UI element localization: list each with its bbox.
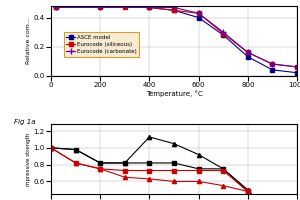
Black1	[49, 147, 53, 149]
Line: Black1: Black1	[49, 135, 274, 200]
Red1	[221, 169, 225, 172]
Eurocode (siliceous)	[221, 32, 225, 35]
Eurocode (carbonate)	[98, 6, 102, 9]
Red2	[98, 168, 102, 170]
ASCE model	[246, 56, 250, 58]
Black1	[148, 136, 151, 138]
Black1	[221, 168, 225, 170]
Eurocode (carbonate)	[54, 6, 58, 9]
ASCE model	[221, 34, 225, 36]
Eurocode (carbonate)	[197, 12, 200, 14]
Black2	[246, 190, 250, 193]
Black1	[246, 189, 250, 191]
Eurocode (carbonate)	[221, 31, 225, 33]
Red1	[98, 168, 102, 170]
Red2	[123, 176, 127, 178]
Black1	[98, 162, 102, 164]
Black2	[74, 148, 77, 151]
Red1	[197, 169, 200, 172]
ASCE model	[172, 9, 176, 12]
X-axis label: Temperature, °C: Temperature, °C	[146, 91, 202, 97]
Text: Fig 1a: Fig 1a	[14, 119, 36, 125]
Red1	[49, 147, 53, 149]
Y-axis label: mpressive strength: mpressive strength	[26, 133, 31, 186]
Red1	[123, 169, 127, 172]
Y-axis label: Relative com…: Relative com…	[26, 17, 31, 64]
Black2	[98, 162, 102, 164]
Red1	[148, 169, 151, 172]
Red1	[74, 162, 77, 164]
Red2	[246, 190, 250, 193]
Eurocode (siliceous)	[98, 6, 102, 9]
Black2	[221, 168, 225, 170]
Red1	[246, 190, 250, 193]
Eurocode (siliceous)	[246, 51, 250, 54]
Eurocode (siliceous)	[123, 6, 127, 9]
Eurocode (carbonate)	[295, 66, 299, 68]
Red2	[148, 178, 151, 180]
Black1	[123, 162, 127, 164]
ASCE model	[197, 16, 200, 19]
Black2	[197, 168, 200, 170]
ASCE model	[295, 72, 299, 74]
Black2	[148, 162, 151, 164]
Eurocode (siliceous)	[54, 6, 58, 9]
Eurocode (siliceous)	[172, 9, 176, 12]
Black2	[172, 162, 176, 164]
Line: Eurocode (carbonate): Eurocode (carbonate)	[53, 5, 300, 70]
Black1	[74, 148, 77, 151]
Legend: ASCE model, Eurocode (siliceous), Eurocode (carbonate): ASCE model, Eurocode (siliceous), Euroco…	[64, 32, 140, 57]
Red2	[197, 180, 200, 183]
Eurocode (siliceous)	[148, 6, 151, 9]
ASCE model	[54, 6, 58, 9]
Eurocode (carbonate)	[172, 6, 176, 9]
ASCE model	[148, 6, 151, 9]
Red2	[221, 184, 225, 187]
Line: Red2: Red2	[49, 146, 274, 200]
Black1	[197, 153, 200, 156]
Eurocode (carbonate)	[148, 6, 151, 9]
Black1	[172, 142, 176, 145]
Eurocode (carbonate)	[246, 51, 250, 54]
Eurocode (siliceous)	[271, 63, 274, 65]
ASCE model	[271, 69, 274, 71]
Line: Red1: Red1	[49, 146, 274, 200]
Line: Eurocode (siliceous): Eurocode (siliceous)	[54, 5, 299, 69]
Line: ASCE model: ASCE model	[54, 5, 299, 75]
Eurocode (carbonate)	[271, 63, 274, 65]
Eurocode (siliceous)	[197, 12, 200, 14]
Red2	[172, 180, 176, 183]
Eurocode (siliceous)	[295, 66, 299, 68]
Black2	[49, 147, 53, 149]
Black2	[123, 162, 127, 164]
Red2	[74, 162, 77, 164]
Red2	[49, 147, 53, 149]
Red1	[172, 169, 176, 172]
Line: Black2: Black2	[49, 146, 274, 200]
